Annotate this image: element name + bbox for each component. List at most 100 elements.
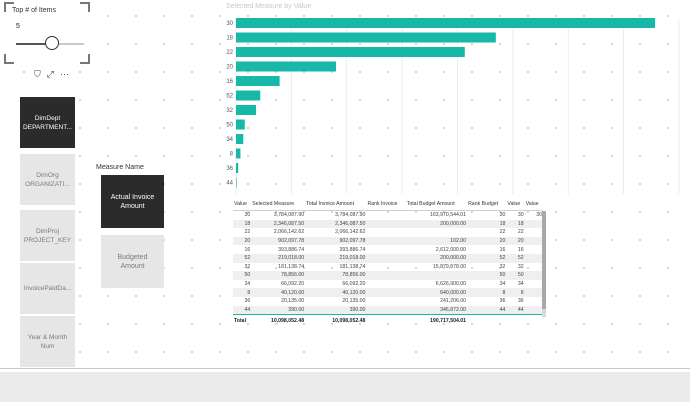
table-row: 8 40,120.00 40,120.00 640,000.00 8 8 [233, 288, 543, 297]
table-cell: 18 [467, 219, 507, 229]
measure-button-actual-invoice[interactable]: Actual Invoice Amount [101, 175, 164, 228]
table-cell: 16 [517, 246, 524, 253]
table-cell: 32 [517, 263, 524, 270]
table-cell: 52 [467, 253, 507, 263]
table-cell [366, 297, 405, 306]
table-cell: 44 [233, 305, 252, 315]
table-cell [405, 271, 468, 280]
chart-title: Selected Measure by Value [226, 3, 312, 10]
table-cell [406, 228, 467, 237]
table-cell: 2,612,000.00 [435, 246, 467, 253]
table-cell [524, 305, 543, 315]
filter-icon[interactable]: ⛉ [34, 69, 41, 79]
table-row: 50 78,856.00 78,856.00 50 50 [233, 271, 543, 280]
measure-button-budgeted[interactable]: Budgeted Amount [101, 235, 164, 288]
table-cell [366, 211, 405, 220]
table-cell [525, 245, 543, 254]
more-options-icon[interactable]: ··· [59, 69, 69, 79]
column-header[interactable]: Value [506, 199, 525, 211]
table-cell: 163,970,544.01 [430, 212, 467, 219]
column-header[interactable]: Rank Budget [467, 199, 507, 211]
category-label: 32 [226, 108, 233, 114]
table-cell: 32 [244, 263, 251, 270]
table-cell: 16 [244, 246, 251, 253]
table-cell [524, 253, 543, 263]
table-cell [366, 228, 405, 237]
top-items-slicer[interactable]: Top # of Items 5 [4, 2, 90, 64]
table-cell: 3,784,087.90 [273, 212, 305, 219]
dimension-button-dimdept[interactable]: DimDept DEPARTMENT... [20, 97, 75, 148]
bar [236, 105, 257, 115]
category-label: 18 [226, 36, 233, 42]
table-cell: 20 [506, 236, 525, 246]
bar [236, 90, 261, 101]
bar [236, 76, 280, 86]
column-header[interactable]: Selected Measure [251, 199, 306, 211]
table-cell: 52 [233, 253, 252, 263]
scrollbar-thumb[interactable] [542, 211, 546, 309]
table-cell: 66,092.20 [342, 281, 366, 288]
table-row: 18 2,346,087.50 2,346,087.50 200,000.00 18 18 [233, 219, 543, 229]
table-cell: 36 [244, 298, 251, 305]
table-cell: 8 [233, 288, 252, 297]
table-cell [525, 297, 543, 306]
table-cell: 200,000.00 [405, 219, 468, 229]
table-cell: 30 [244, 212, 251, 219]
category-label: 8 [230, 152, 234, 158]
table-cell: 102.00 [405, 236, 468, 246]
total-cell [366, 314, 406, 326]
table-cell: 30 [536, 212, 542, 219]
table-cell: 15,879,878.00 [432, 263, 467, 270]
total-cell: 190,717,504.01 [405, 314, 468, 326]
dimension-button-year-month[interactable]: Year & Month Num [20, 316, 75, 367]
dimension-button-invoicepaid[interactable]: InvoicePaidDa... [20, 263, 75, 314]
table-cell: 32 [499, 263, 506, 270]
bar [236, 134, 244, 144]
table-cell: 40,120.00 [305, 288, 367, 297]
table-cell: 40,120.00 [251, 288, 306, 297]
table-cell [524, 271, 543, 280]
table-cell: 393,886.74 [339, 246, 366, 253]
slider-handle[interactable] [45, 36, 60, 50]
category-label: 20 [226, 65, 233, 71]
total-cell: 10,098,052.48 [251, 314, 306, 326]
slicer-value-input[interactable]: 5 [16, 23, 20, 30]
table-cell: 390.00 [251, 305, 306, 315]
table-cell: 50 [467, 271, 507, 280]
table-row: 22 2,066,142.62 2,066,142.62 22 22 [233, 228, 543, 237]
table-row: 16 393,886.74 393,886.74 2,612,000.00 16 16 [233, 245, 543, 254]
bar [236, 47, 465, 57]
table-cell: 44 [467, 305, 507, 315]
dimension-button-dimorg[interactable]: DimOrg ORGANIZATI... [20, 154, 75, 205]
column-header[interactable]: Value [233, 199, 252, 211]
table-row: 32 181,138.74 181,138.74 15,879,878.00 32 32 [233, 263, 543, 272]
table-cell: 8 [467, 288, 507, 297]
bar [236, 163, 239, 173]
table-cell: 640,000.00 [405, 288, 468, 297]
table-cell: 200,000.00 [405, 253, 468, 263]
dimension-button-dimproj[interactable]: DimProj PROJECT_KEY [20, 210, 75, 261]
table-cell: 181,138.74 [339, 263, 366, 270]
column-header[interactable]: Total Invoice Amount [305, 199, 367, 211]
table-scrollbar[interactable] [542, 211, 546, 317]
focus-mode-icon[interactable]: ⤢ [46, 69, 54, 79]
table-cell: 8 [506, 288, 525, 297]
table-cell: 219,018.00 [251, 253, 306, 263]
bar [236, 119, 245, 130]
table-cell: 18 [506, 219, 525, 229]
table-cell: 78,856.00 [251, 271, 306, 280]
column-header[interactable]: Value [524, 199, 543, 211]
column-header[interactable]: Rank Invoice [366, 199, 406, 211]
category-label: 36 [226, 166, 233, 172]
column-header[interactable]: Total Budget Amount [405, 199, 468, 211]
selection-corner [4, 2, 14, 12]
table-cell: 36 [517, 298, 524, 305]
table-cell [366, 280, 405, 289]
table-cell: 902,097.78 [305, 236, 367, 246]
table-cell: 20 [467, 236, 507, 246]
bar [236, 18, 656, 28]
bar [236, 148, 241, 159]
table-row: 52 219,018.00 219,018.00 200,000.00 52 52 [233, 253, 543, 263]
table-cell: 181,138.74 [278, 263, 305, 270]
table-cell [524, 236, 543, 246]
